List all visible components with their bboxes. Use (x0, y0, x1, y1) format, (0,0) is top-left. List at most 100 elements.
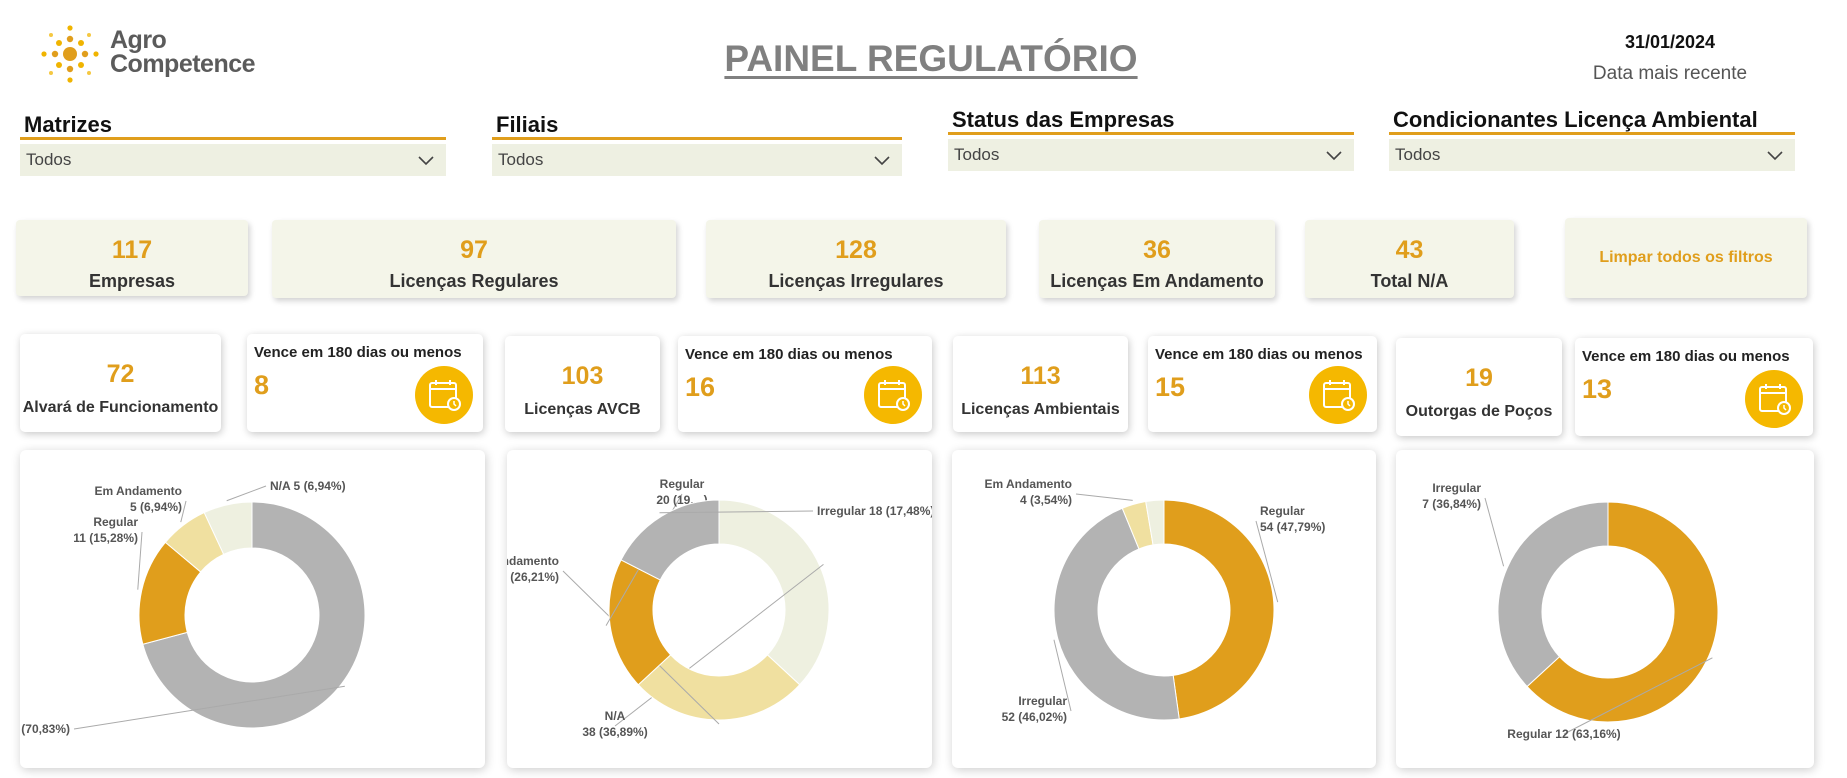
donut-leader-line (659, 510, 814, 514)
filter-status-dropdown[interactable]: Todos (948, 139, 1354, 171)
license-label: Licenças Ambientais (961, 401, 1120, 418)
filter-filiais: Filiais Todos (492, 112, 902, 176)
donut-slice-irregular[interactable] (620, 499, 720, 581)
filter-label: Status das Empresas (948, 107, 1354, 135)
kpi-label: Licenças Em Andamento (1050, 271, 1264, 291)
expiring-count: 15 (1155, 372, 1186, 402)
donut-data-label: N/A 5 (6,94%) (270, 479, 346, 493)
donut-slice-irregular[interactable] (142, 501, 366, 729)
clear-filters-button[interactable]: Limpar todos os filtros (1565, 218, 1807, 298)
expiring-title: Vence em 180 dias ou menos (254, 344, 462, 361)
donut-leader-line (1255, 520, 1279, 603)
card-alvara-expiring: Vence em 180 dias ou menos 8 (247, 334, 483, 432)
filter-matrizes-dropdown[interactable]: Todos (20, 144, 446, 176)
card-outorgas-expiring: Vence em 180 dias ou menos 13 (1575, 338, 1813, 436)
donut-data-label: 4 (3,54%) (1020, 493, 1072, 507)
donut-chart-outorgas: Regular 12 (63,16%) Irregular 7 (36,84%) (1422, 481, 1719, 741)
license-count: 113 (1020, 362, 1061, 390)
latest-date-box: 31/01/2024 Data mais recente (1560, 32, 1780, 85)
kpi-total-na: 43 Total N/A (1305, 220, 1514, 298)
page-title: PAINEL REGULATÓRIO (724, 38, 1138, 79)
kpi-label: Total N/A (1370, 271, 1449, 291)
kpi-empresas: 117 Empresas (16, 220, 248, 296)
donut-slice-n-a[interactable] (1145, 499, 1165, 546)
expiring-count: 8 (254, 370, 270, 400)
donut-data-label: 52 (46,02%) (1002, 710, 1067, 724)
filter-label: Filiais (492, 112, 902, 140)
filter-status-empresas: Status das Empresas Todos (948, 107, 1354, 171)
logo-line-2: Competence (110, 50, 256, 78)
kpi-value: 43 (1395, 236, 1424, 264)
donut-data-label: 38 (36,89%) (582, 725, 647, 739)
donut-data-label: Irregular (1432, 481, 1481, 495)
card-avcb: 103 Licenças AVCB (505, 336, 660, 432)
calendar-clock-icon (415, 366, 473, 424)
donut-slice-irregular[interactable] (1053, 507, 1180, 721)
donut-slice-em-andamento[interactable] (637, 654, 801, 721)
card-avcb-expiring: Vence em 180 dias ou menos 16 (678, 336, 932, 432)
donut-leader-line (1563, 657, 1713, 735)
donut-leader-line (137, 531, 143, 590)
donut-leader-line (614, 563, 824, 727)
donut-data-label: Em Andamento (94, 484, 182, 498)
kpi-licencas-regulares: 97 Licenças Regulares (272, 220, 676, 298)
license-count: 103 (561, 362, 604, 390)
kpi-licencas-em-andamento: 36 Licenças Em Andamento (1039, 220, 1275, 298)
donut-chart-avcb: N/A 38 (36,89%) Em Andamento 27 (26,21%) Reg… (507, 477, 932, 739)
donut-data-label: 5 (6,94%) (130, 500, 182, 514)
license-label: Outorgas de Poços (1405, 403, 1553, 420)
license-label: Licenças AVCB (524, 401, 641, 418)
filter-label: Condicionantes Licença Ambiental (1389, 107, 1795, 135)
kpi-value: 97 (460, 236, 488, 264)
donut-slice-n-a[interactable] (718, 499, 830, 686)
expiring-title: Vence em 180 dias ou menos (1155, 346, 1363, 363)
kpi-label: Licenças Irregulares (768, 271, 944, 291)
calendar-clock-icon (1745, 370, 1803, 428)
donut-slice-regular[interactable] (1163, 499, 1275, 720)
donut-card-alvara: Irregular 51 (70,83%) Regular 11 (15,28%) E… (20, 450, 485, 768)
donut-card-outorgas: Regular 12 (63,16%) Irregular 7 (36,84%) (1396, 450, 1814, 768)
kpi-label: Empresas (88, 271, 176, 291)
logo-line-1: Agro (110, 26, 167, 54)
latest-date-value: 31/01/2024 (1624, 32, 1716, 52)
donut-slice-n-a[interactable] (203, 501, 253, 555)
donut-leader-line (1075, 493, 1133, 501)
donut-data-label: Em Andamento (984, 477, 1072, 491)
donut-data-label: Irregular (1018, 694, 1067, 708)
filter-value: Todos (498, 150, 544, 169)
card-ambientais: 113 Licenças Ambientais (953, 336, 1128, 432)
donut-slice-regular[interactable] (1526, 501, 1719, 723)
donut-data-label: Regular (660, 477, 705, 491)
sun-dots-logo-icon (41, 25, 99, 83)
license-label: Alvará de Funcionamento (22, 399, 219, 416)
donut-data-label: 11 (15,28%) (73, 531, 138, 545)
filter-label: Matrizes (20, 112, 446, 140)
donut-data-label: 27 (26,21%) (507, 570, 559, 584)
donut-data-label: Regular (1260, 504, 1305, 518)
filter-value: Todos (1395, 145, 1441, 164)
filter-filiais-dropdown[interactable]: Todos (492, 144, 902, 176)
chevron-down-icon (1326, 151, 1342, 161)
filter-value: Todos (954, 145, 1000, 164)
latest-date-label: Data mais recente (1592, 63, 1748, 84)
logo-text: Agro Competence (110, 26, 256, 78)
filter-matrizes: Matrizes Todos (20, 112, 446, 176)
license-count: 19 (1465, 364, 1493, 392)
kpi-licencas-irregulares: 128 Licenças Irregulares (706, 220, 1006, 298)
expiring-count: 13 (1582, 374, 1613, 404)
chevron-down-icon (418, 156, 434, 166)
donut-data-label: Em Andamento (507, 554, 559, 568)
donut-chart-ambientais: Regular 54 (47,79%) Irregular 52 (46,02%) Em… (984, 477, 1325, 724)
expiring-title: Vence em 180 dias ou menos (685, 346, 893, 363)
donut-data-label: N/A (605, 709, 626, 723)
donut-slice-irregular[interactable] (1497, 501, 1609, 688)
donut-data-label: 7 (36,84%) (1422, 497, 1481, 511)
donut-card-avcb: N/A 38 (36,89%) Em Andamento 27 (26,21%) Reg… (507, 450, 932, 768)
donut-data-label: Regular 12 (63,16%) (1507, 727, 1620, 741)
card-alvara: 72 Alvará de Funcionamento (20, 334, 221, 432)
chevron-down-icon (1767, 151, 1783, 161)
donut-card-ambientais: Regular 54 (47,79%) Irregular 52 (46,02%) Em… (952, 450, 1376, 768)
donut-data-label: Regular (93, 515, 138, 529)
filter-condicionantes-dropdown[interactable]: Todos (1389, 139, 1795, 171)
donut-leader-line (226, 485, 267, 502)
